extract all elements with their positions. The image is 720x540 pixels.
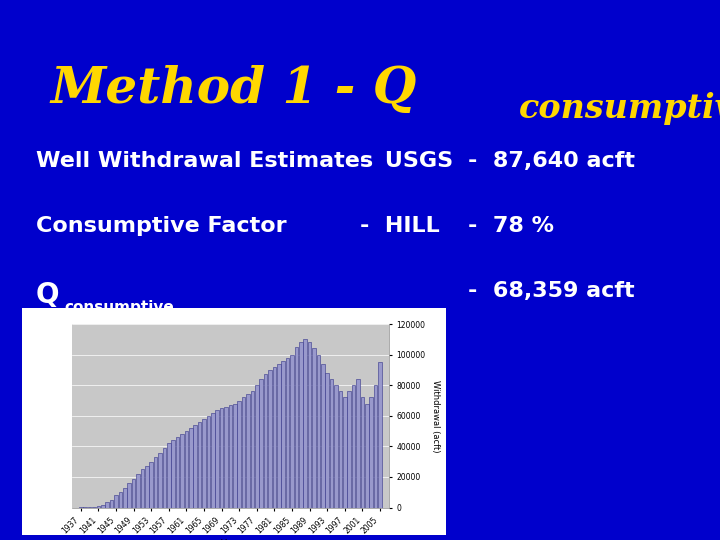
Bar (140, 469, 144, 508)
Bar (246, 394, 250, 508)
Bar (180, 434, 184, 508)
Bar (290, 355, 294, 508)
Bar (255, 385, 258, 508)
Bar (123, 488, 127, 508)
Bar (299, 342, 302, 508)
Bar (96, 506, 100, 508)
Bar (127, 483, 131, 508)
Y-axis label: Withdrawal (acft): Withdrawal (acft) (431, 380, 440, 452)
Bar (163, 448, 166, 508)
Bar (365, 403, 369, 508)
Bar (145, 466, 148, 508)
Bar (136, 474, 140, 508)
Bar (224, 407, 228, 508)
Bar (167, 443, 171, 508)
Bar (347, 392, 351, 508)
Bar (215, 410, 219, 508)
Bar (259, 379, 263, 508)
Bar (378, 362, 382, 508)
Bar (114, 495, 118, 508)
Bar (119, 492, 122, 508)
Bar (233, 403, 237, 508)
Bar (312, 348, 316, 508)
Bar (330, 379, 333, 508)
Bar (317, 355, 320, 508)
Bar (268, 370, 272, 508)
Bar (361, 397, 364, 508)
Text: Method 1 - Q: Method 1 - Q (50, 65, 417, 114)
Text: -  USGS: - USGS (360, 151, 453, 171)
Bar (374, 385, 377, 508)
Bar (352, 385, 356, 508)
Bar (282, 361, 285, 508)
Bar (109, 500, 114, 508)
Bar (207, 416, 210, 508)
Bar (105, 502, 109, 508)
Bar (251, 392, 254, 508)
Bar (132, 478, 135, 508)
Bar (189, 428, 193, 508)
Bar (264, 375, 267, 508)
Bar (101, 504, 104, 508)
Bar (176, 437, 179, 508)
Bar (238, 401, 241, 508)
Bar (334, 385, 338, 508)
Bar (220, 408, 223, 508)
Bar (171, 440, 175, 508)
Bar (303, 339, 307, 508)
Bar (154, 457, 158, 508)
Bar (321, 364, 325, 508)
Text: -  87,640 acft: - 87,640 acft (468, 151, 635, 171)
Bar (356, 379, 360, 508)
Text: consumptive: consumptive (518, 92, 720, 125)
Bar (338, 392, 342, 508)
Bar (198, 422, 202, 508)
Bar (184, 431, 188, 508)
Text: Consumptive Factor: Consumptive Factor (36, 216, 287, 236)
Bar (228, 405, 233, 508)
Bar (343, 397, 346, 508)
Bar (277, 364, 281, 508)
Text: Q: Q (36, 281, 60, 309)
Bar (369, 397, 373, 508)
Text: -  78 %: - 78 % (468, 216, 554, 236)
Bar (273, 367, 276, 508)
Bar (158, 453, 162, 508)
Bar (211, 413, 215, 508)
Bar (202, 419, 206, 508)
Text: Well Withdrawal Estimates: Well Withdrawal Estimates (36, 151, 373, 171)
Text: -  HILL: - HILL (360, 216, 440, 236)
Bar (325, 373, 329, 508)
Bar (286, 357, 289, 508)
Bar (307, 342, 312, 508)
Bar (149, 462, 153, 508)
Text: consumptive: consumptive (65, 300, 174, 315)
Text: -  68,359 acft: - 68,359 acft (468, 281, 634, 301)
Bar (194, 425, 197, 508)
Bar (294, 347, 298, 508)
Bar (242, 397, 246, 508)
